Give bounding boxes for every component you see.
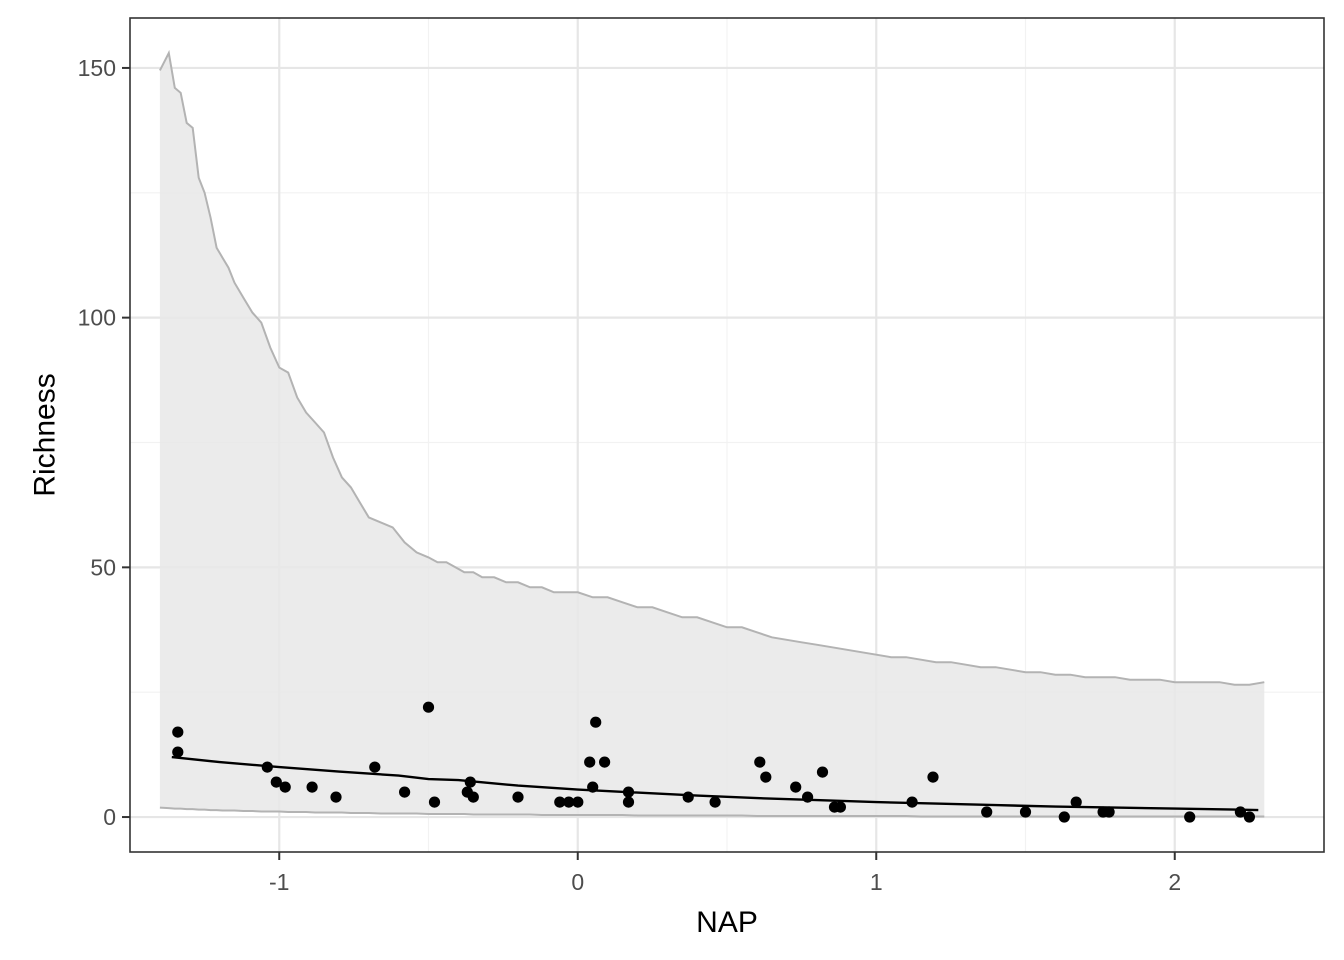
- data-point: [399, 786, 411, 798]
- data-point: [172, 726, 184, 738]
- data-point: [422, 701, 435, 713]
- data-point: [927, 771, 939, 783]
- y-tick-label: 50: [90, 554, 116, 580]
- data-point: [428, 796, 441, 808]
- data-point: [464, 776, 476, 788]
- data-point: [682, 791, 694, 803]
- x-tick-label: -1: [269, 869, 289, 895]
- data-point: [790, 781, 802, 793]
- x-tick-label: 0: [571, 869, 584, 895]
- data-point: [599, 756, 611, 768]
- data-point: [1058, 811, 1070, 823]
- y-axis: 0 50 100 150: [78, 55, 130, 830]
- data-point: [270, 776, 282, 788]
- data-point: [1243, 811, 1255, 823]
- data-point: [760, 771, 772, 783]
- x-tick-label: 2: [1168, 869, 1181, 895]
- data-point: [590, 716, 602, 728]
- data-point: [1184, 811, 1196, 823]
- data-point: [709, 796, 721, 808]
- data-point: [1019, 806, 1032, 818]
- x-axis-title: NAP: [696, 906, 758, 939]
- data-point: [802, 791, 814, 803]
- data-point: [981, 806, 993, 818]
- panel-border: [129, 17, 1325, 853]
- data-point: [816, 766, 829, 778]
- y-tick-label: 0: [103, 804, 116, 830]
- data-point: [512, 791, 524, 803]
- data-point: [622, 796, 635, 808]
- data-point: [261, 761, 273, 773]
- prediction-interval-band: [159, 49, 1265, 818]
- data-point: [554, 796, 566, 808]
- data-points: [172, 701, 1255, 823]
- band-upper-line: [159, 49, 1265, 686]
- band-area: [159, 53, 1265, 817]
- y-tick-label: 100: [78, 305, 116, 331]
- y-axis-title: Richness: [29, 373, 62, 496]
- data-point: [369, 761, 381, 773]
- data-point: [1234, 806, 1246, 818]
- data-point: [1070, 796, 1082, 808]
- data-point: [572, 796, 584, 808]
- x-axis: -1 0 1 2: [269, 852, 1181, 895]
- data-point: [587, 781, 599, 793]
- fit-line: [171, 755, 1259, 812]
- data-point: [1103, 806, 1115, 818]
- data-point: [754, 756, 766, 768]
- data-point: [584, 756, 596, 768]
- data-point: [906, 796, 918, 808]
- data-point: [330, 791, 342, 803]
- data-point: [622, 786, 635, 798]
- band-lower-line: [159, 806, 1265, 818]
- data-point: [172, 746, 184, 758]
- data-point: [279, 781, 291, 793]
- fitted-curve: [171, 755, 1259, 812]
- data-point: [306, 781, 318, 793]
- data-point: [467, 791, 479, 803]
- y-tick-label: 150: [78, 55, 116, 81]
- x-tick-label: 1: [870, 869, 883, 895]
- data-point: [834, 801, 847, 813]
- data-point: [563, 796, 575, 808]
